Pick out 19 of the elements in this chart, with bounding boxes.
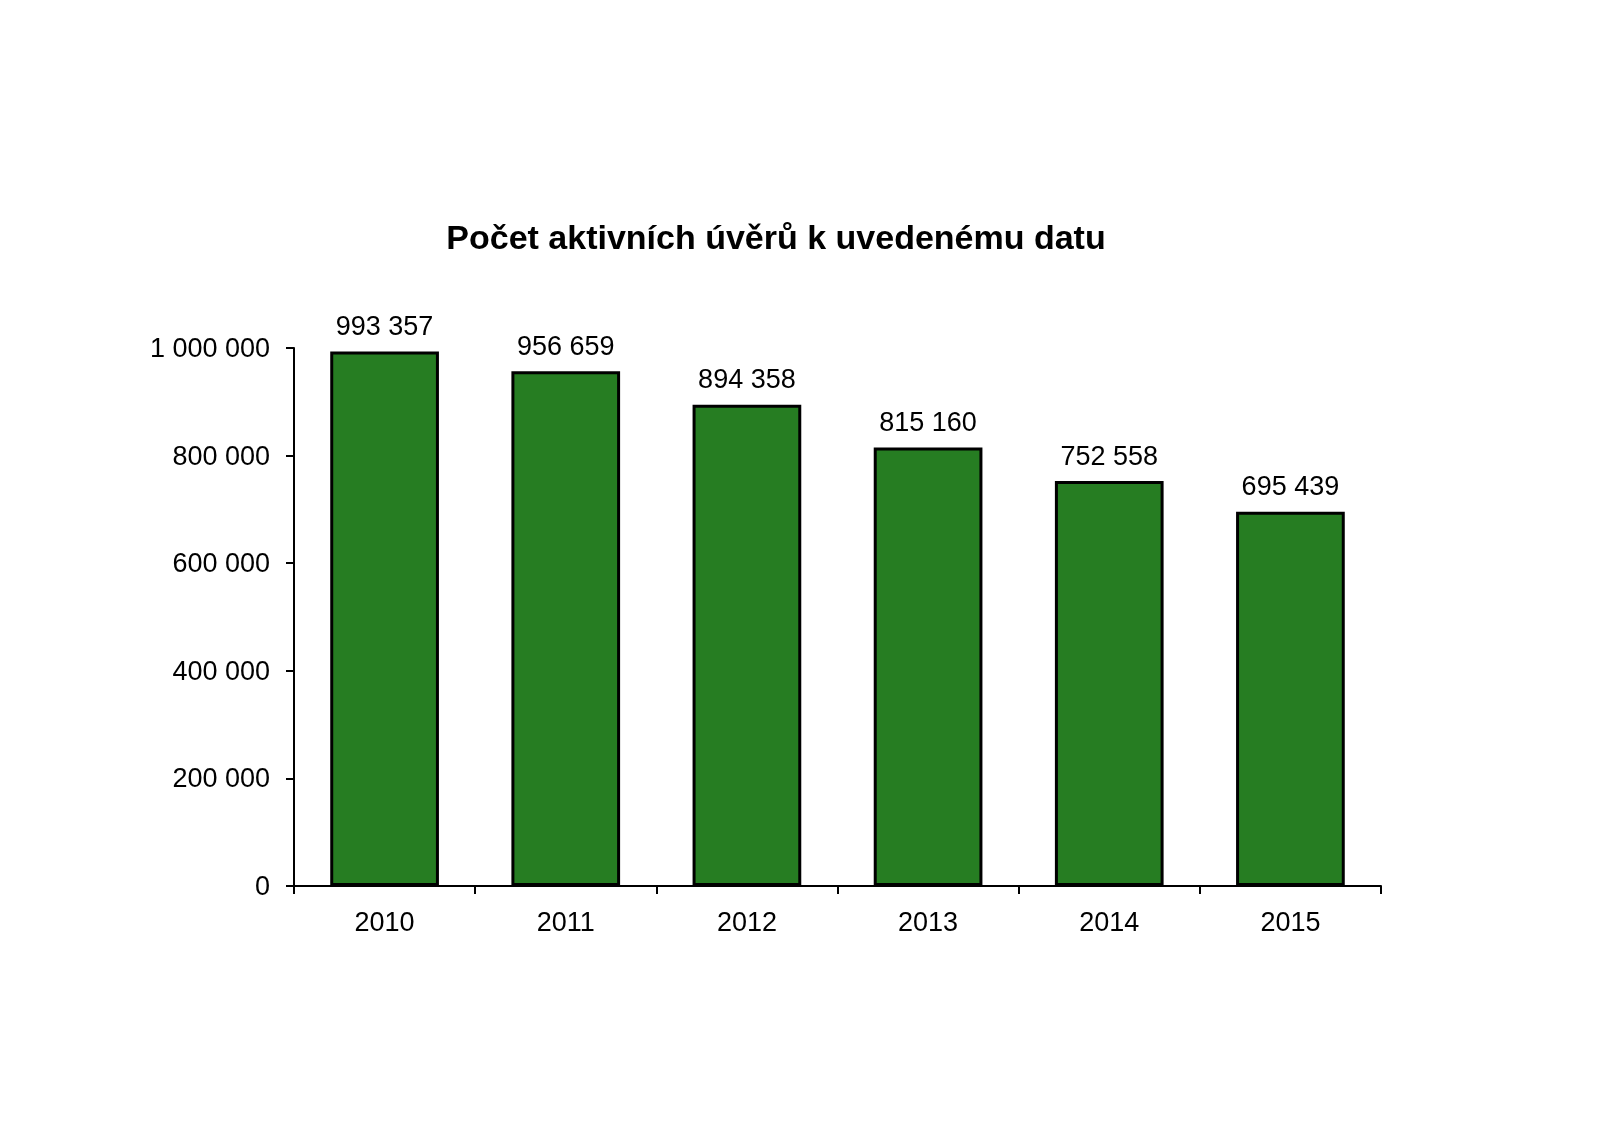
y-tick-label: 800 000 <box>172 440 270 471</box>
data-label: 894 358 <box>698 364 796 395</box>
data-label: 993 357 <box>335 311 434 342</box>
data-label: 956 659 <box>516 330 615 361</box>
data-label: 695 439 <box>1241 471 1340 502</box>
x-tick-label: 2011 <box>536 906 595 937</box>
x-tick-label: 2012 <box>716 906 777 937</box>
data-label: 815 160 <box>879 406 977 437</box>
y-tick-label: 0 <box>254 871 270 901</box>
y-tick-label: 1 000 000 <box>149 333 270 363</box>
chart-title: Počet aktivních úvěrů k uvedenému datu <box>446 218 1106 256</box>
y-tick-label: 600 000 <box>172 548 270 579</box>
x-tick-label: 2015 <box>1260 906 1321 937</box>
y-tick-label: 400 000 <box>172 655 270 686</box>
data-label: 752 558 <box>1060 440 1159 471</box>
x-tick-label: 2010 <box>354 906 415 937</box>
x-tick-label: 2013 <box>898 906 959 937</box>
x-tick-label: 2014 <box>1079 906 1140 937</box>
y-tick-label: 200 000 <box>172 763 270 794</box>
